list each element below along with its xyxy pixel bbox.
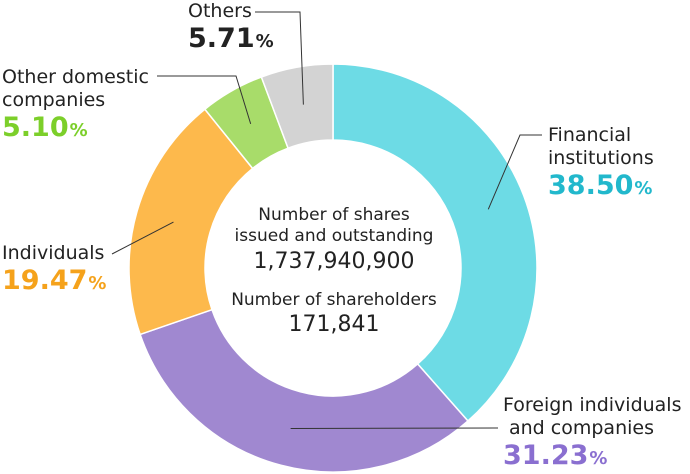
slice-name: Financial — [548, 124, 632, 146]
leader-line — [157, 75, 252, 125]
center-summary: Number of shares issued and outstanding … — [204, 205, 464, 340]
slice-others — [260, 63, 334, 150]
label-individuals: Individuals 19.47% — [2, 242, 106, 297]
label-other-domestic-companies: Other domestic companies 5.10% — [2, 66, 149, 144]
slice-name: Foreign individuals — [503, 394, 682, 416]
leader-line — [111, 221, 174, 255]
slice-percentage: 31.23% — [503, 439, 608, 471]
holders-value: 171,841 — [288, 312, 380, 338]
slice-name: and companies — [509, 416, 654, 439]
leader-line — [255, 11, 304, 105]
slice-percentage: 38.50% — [548, 169, 653, 201]
slice-percentage: 19.47% — [2, 264, 107, 296]
shares-caption: Number of shares — [258, 205, 410, 225]
label-others: Others 5.71% — [188, 0, 274, 55]
shares-value: 1,737,940,900 — [253, 248, 415, 274]
slice-financial-institutions — [332, 63, 538, 423]
holders-caption: Number of shareholders — [231, 290, 437, 311]
slice-name: Other domestic — [2, 66, 149, 88]
label-foreign-individuals: Foreign individuals and companies 31.23% — [503, 394, 682, 472]
slice-percentage: 5.10% — [2, 111, 88, 143]
leader-line — [487, 134, 542, 210]
slice-foreign-individuals — [139, 308, 470, 473]
slice-name: institutions — [548, 146, 654, 169]
slice-name: Individuals — [2, 242, 105, 264]
label-financial-institutions: Financial institutions 38.50% — [548, 124, 654, 202]
slice-name: Others — [188, 0, 252, 22]
shares-caption: issued and outstanding — [234, 226, 434, 247]
slice-name: companies — [2, 88, 106, 111]
slice-percentage: 5.71% — [188, 22, 274, 54]
